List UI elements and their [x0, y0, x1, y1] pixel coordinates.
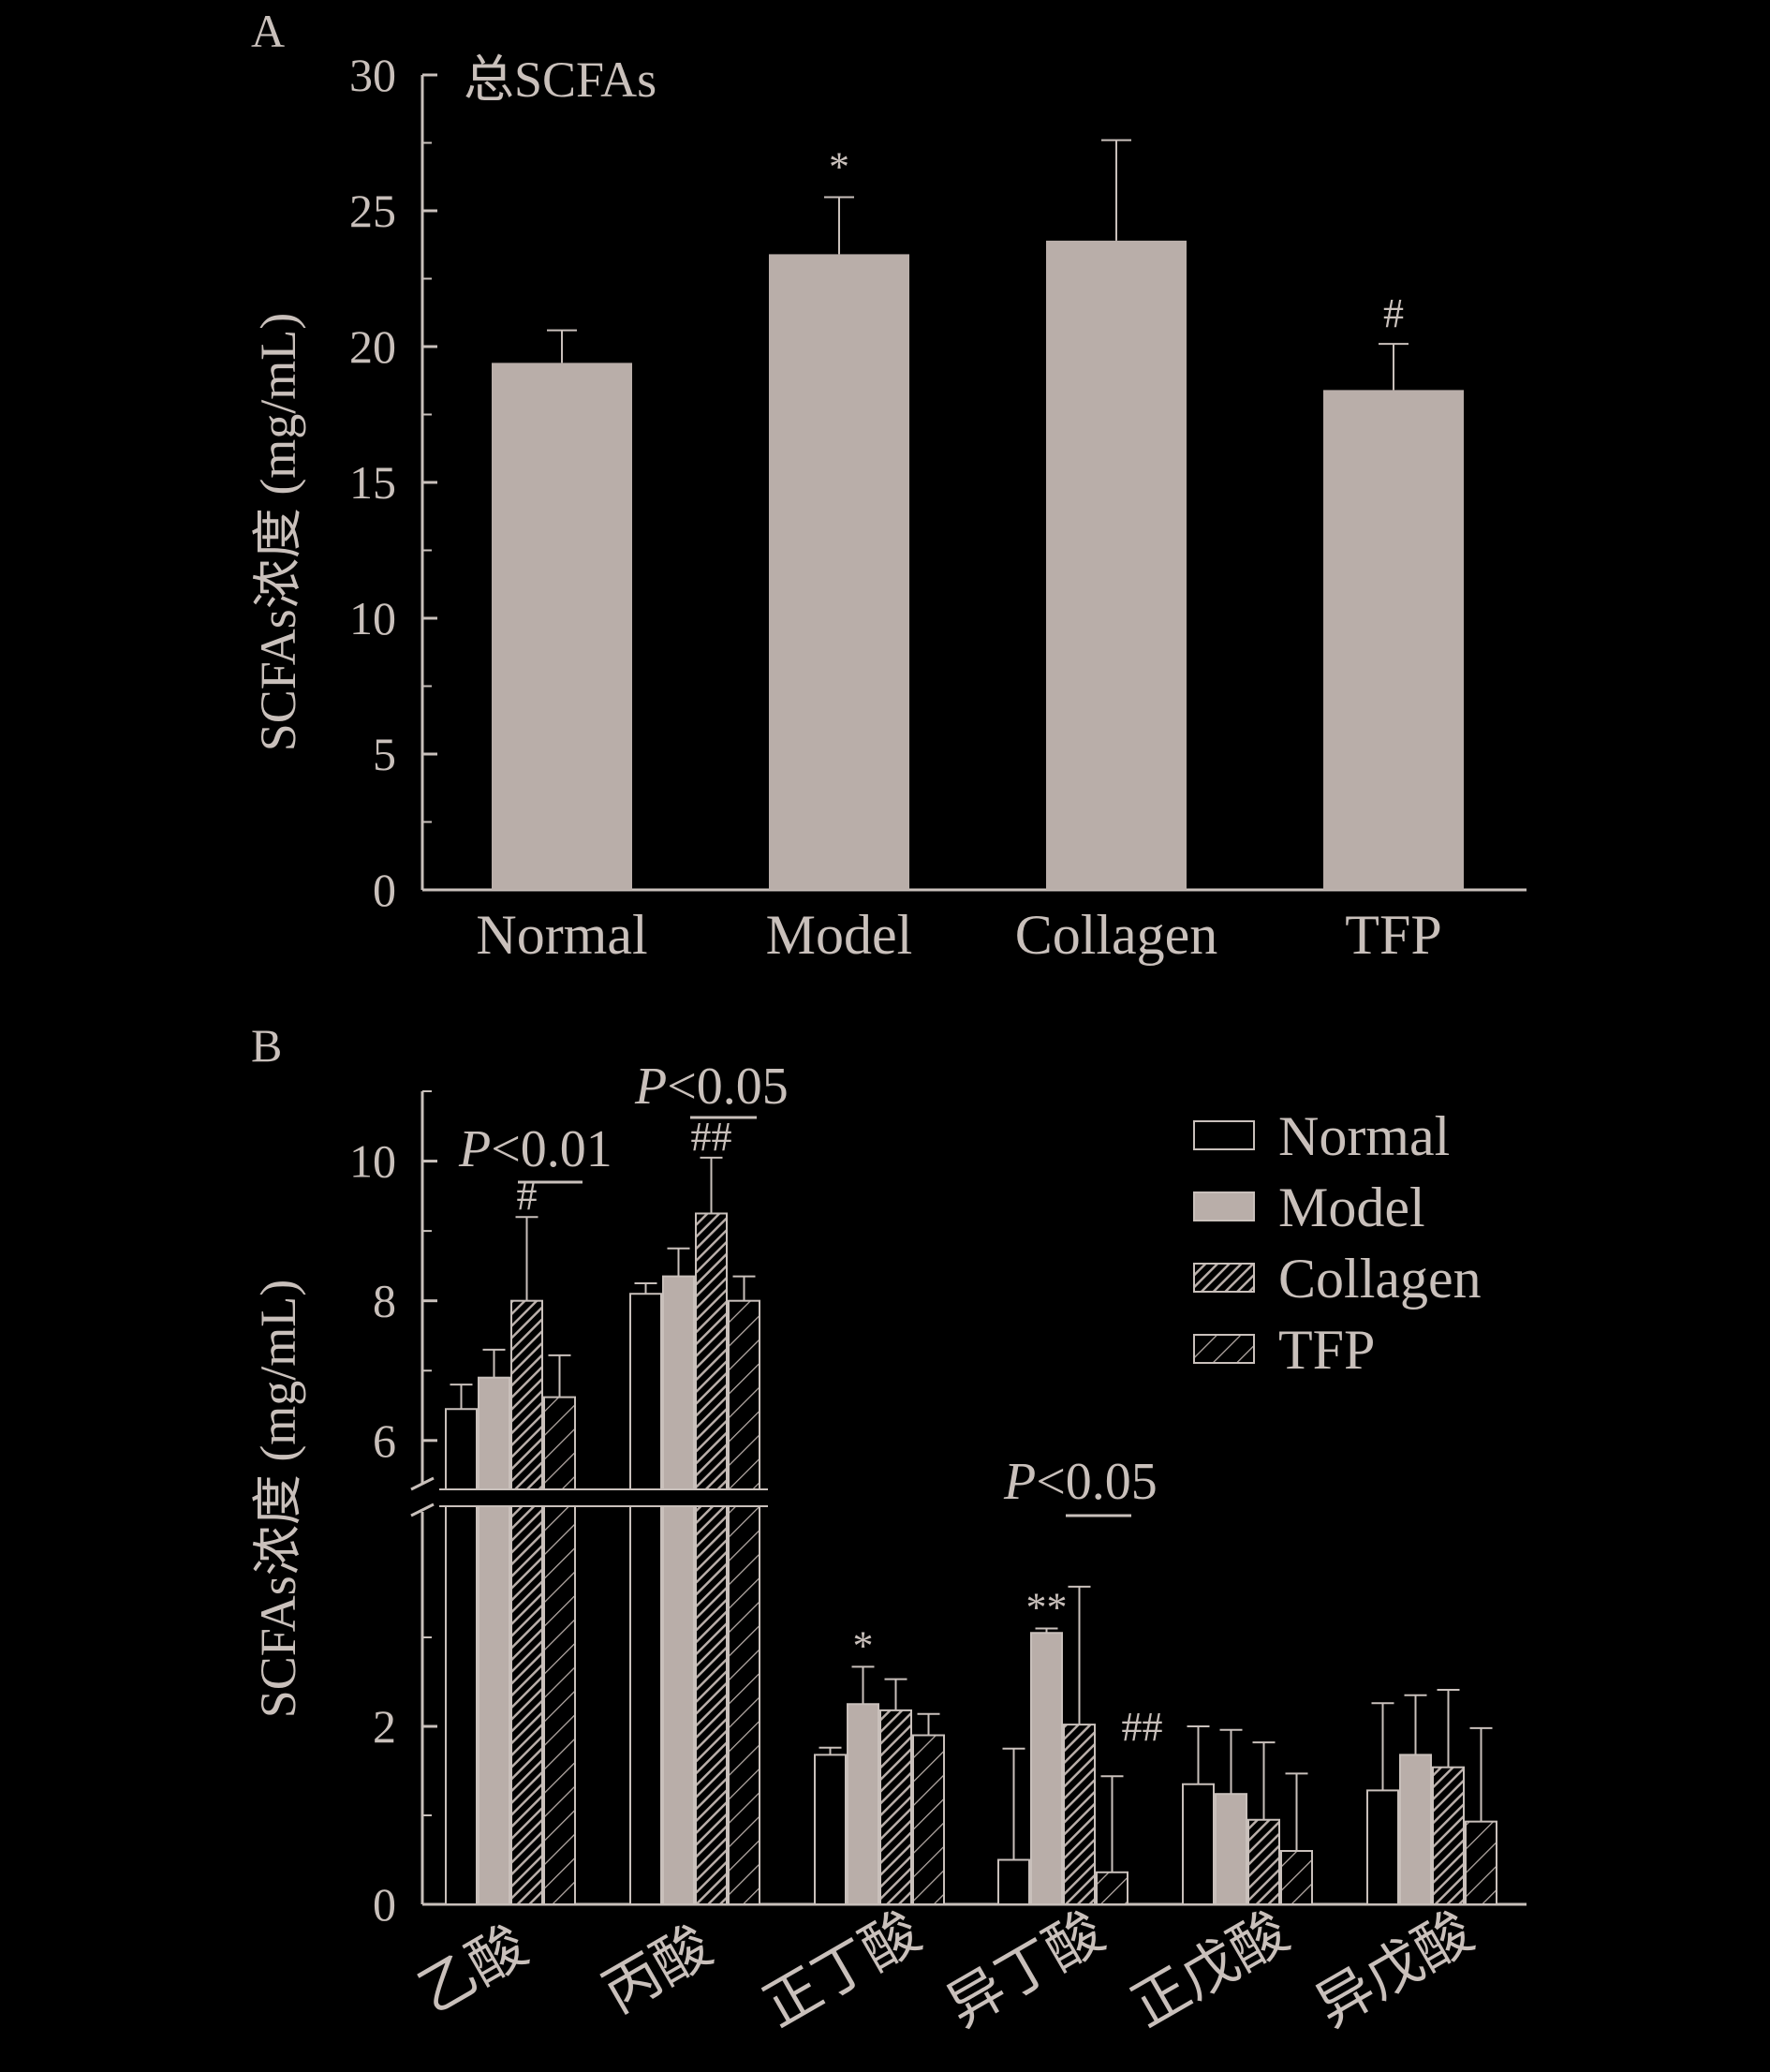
- legend-label-collagen: Collagen: [1278, 1248, 1482, 1310]
- legend-swatch-model: [1193, 1191, 1255, 1221]
- panel-b-x-tick-label: 异丁酸: [937, 1901, 1114, 2038]
- panel-b-axis-break-mark: [410, 1476, 435, 1491]
- panel-b-bar-normal: [814, 1754, 847, 1906]
- panel-b-bar-collagen: [1247, 1818, 1280, 1905]
- panel-b-bar-collagen: [879, 1709, 912, 1906]
- panel-b-bar-tfp: [543, 1396, 576, 1906]
- panel-a-letter: A: [251, 5, 285, 57]
- panel-a-y-tick-label: 10: [349, 592, 396, 644]
- panel-b-y-tick-label: 2: [373, 1700, 396, 1753]
- panel-b-x-tick-label: 正戊酸: [1122, 1901, 1299, 2038]
- panel-b-bars: 乙酸 丙酸 正丁酸 异丁酸 正戊酸 异戊酸###***##P<0.01P<0.05P<0.…: [409, 1058, 1516, 2038]
- panel-b-axis-break-gap: [439, 1490, 1516, 1505]
- panel-b-bar-normal: [1182, 1783, 1215, 1905]
- panel-b-bar-normal: [997, 1858, 1030, 1905]
- panel-b-significance-mark: ##: [691, 1114, 732, 1160]
- panel-b-bar-tfp: [1465, 1820, 1497, 1906]
- panel-b-scfa-breakdown-chart: B 0 2 6 8 10 SCFAs浓度 (mg/mL) 乙酸 丙酸 正丁酸 异丁酸 正戊酸 异戊…: [250, 1019, 1527, 2038]
- panel-b-letter: B: [251, 1019, 282, 1072]
- panel-a-x-tick-label: Model: [766, 904, 913, 966]
- panel-b-p-symbol: P: [634, 1058, 667, 1116]
- panel-a-x-tick-label: Normal: [476, 904, 647, 966]
- legend-swatch-tfp: [1193, 1334, 1255, 1364]
- panel-b-bar-model: [478, 1376, 510, 1905]
- panel-b-bar-model: [847, 1703, 879, 1905]
- panel-b-bar-collagen: [1432, 1766, 1465, 1905]
- legend-label-normal: Normal: [1278, 1105, 1450, 1167]
- panel-a-y-tick-label: 25: [349, 185, 396, 237]
- panel-b-p-value-label: P<0.01: [458, 1120, 612, 1178]
- panel-a-total-scfas-chart: A 0 5 10 15 20 25 30 总SCFAs SCFAs浓度 (mg/mL) No…: [250, 5, 1527, 966]
- panel-b-p-threshold: <0.05: [1036, 1453, 1158, 1511]
- panel-b-bar-collagen: [1063, 1724, 1096, 1905]
- panel-a-bar: [1323, 390, 1464, 890]
- panel-b-p-value-label: P<0.05: [634, 1058, 789, 1116]
- panel-a-y-tick-label: 5: [373, 728, 396, 780]
- panel-b-legend: Normal Model Collagen TFP: [1193, 1105, 1482, 1381]
- panel-b-bar-tfp: [728, 1299, 760, 1905]
- panel-b-y-axis-label: SCFAs浓度 (mg/mL): [250, 1280, 306, 1719]
- panel-b-x-tick-label: 乙酸: [409, 1915, 538, 2024]
- panel-b-x-tick-label: 丙酸: [594, 1915, 722, 2024]
- panel-b-bar-normal: [629, 1293, 662, 1905]
- legend-label-tfp: TFP: [1278, 1319, 1375, 1381]
- panel-b-bar-model: [1399, 1754, 1432, 1906]
- panel-b-y-tick-label: 8: [373, 1275, 396, 1327]
- panel-b-p-threshold: <0.05: [667, 1058, 789, 1116]
- panel-b-axes: 0 2 6 8 10: [349, 1090, 1527, 1931]
- panel-b-y-tick-label: 10: [349, 1135, 396, 1188]
- legend-label-model: Model: [1278, 1177, 1425, 1238]
- panel-a-y-tick-label: 30: [349, 49, 396, 101]
- panel-a-y-tick-label: 20: [349, 320, 396, 373]
- panel-a-y-tick-label: 0: [373, 864, 396, 916]
- panel-b-p-symbol: P: [1003, 1453, 1036, 1511]
- panel-b-significance-mark: #: [517, 1173, 538, 1219]
- panel-b-bar-tfp: [1096, 1871, 1128, 1906]
- panel-b-bar-model: [1030, 1632, 1063, 1905]
- panel-a-y-tick-label: 15: [349, 456, 396, 509]
- panel-b-p-value-label: P<0.05: [1003, 1453, 1158, 1511]
- panel-b-bar-normal: [445, 1408, 478, 1905]
- legend-swatch-normal: [1193, 1120, 1255, 1150]
- panel-b-significance-mark: *: [853, 1622, 874, 1668]
- panel-a-x-tick-label: Collagen: [1015, 904, 1218, 966]
- panel-a-x-tick-label: TFP: [1345, 904, 1441, 966]
- panel-a-bars: Normal * Model Collagen # TFP: [476, 139, 1464, 966]
- panel-b-x-tick-label: 正丁酸: [754, 1901, 931, 2038]
- panel-b-bar-collagen: [695, 1212, 728, 1905]
- panel-b-bar-model: [1215, 1793, 1247, 1905]
- panel-b-bar-collagen: [510, 1299, 543, 1905]
- panel-b-significance-mark: **: [1026, 1585, 1068, 1631]
- panel-a-bar: [1046, 240, 1187, 890]
- panel-b-p-symbol: P: [458, 1120, 491, 1178]
- legend-swatch-collagen: [1193, 1263, 1255, 1293]
- panel-b-bar-tfp: [1280, 1850, 1313, 1905]
- panel-b-y-tick-label: 6: [373, 1414, 396, 1467]
- panel-a-y-axis-label: SCFAs浓度 (mg/mL): [250, 313, 306, 752]
- panel-b-x-tick-label: 异戊酸: [1306, 1901, 1483, 2038]
- panel-a-bar: [769, 254, 909, 890]
- panel-b-axis-break-mark: [410, 1502, 435, 1517]
- panel-a-title: 总SCFAs: [464, 52, 656, 108]
- panel-a-bar: [492, 363, 632, 890]
- panel-b-p-threshold: <0.01: [491, 1120, 612, 1178]
- panel-b-bar-normal: [1366, 1789, 1399, 1906]
- panel-a-significance-mark: *: [829, 144, 849, 190]
- panel-a-significance-mark: #: [1383, 290, 1404, 336]
- panel-b-y-tick-label: 0: [373, 1878, 396, 1931]
- panel-b-bar-model: [662, 1275, 695, 1906]
- panel-b-significance-mark: ##: [1122, 1704, 1163, 1750]
- panel-b-bar-tfp: [912, 1734, 945, 1905]
